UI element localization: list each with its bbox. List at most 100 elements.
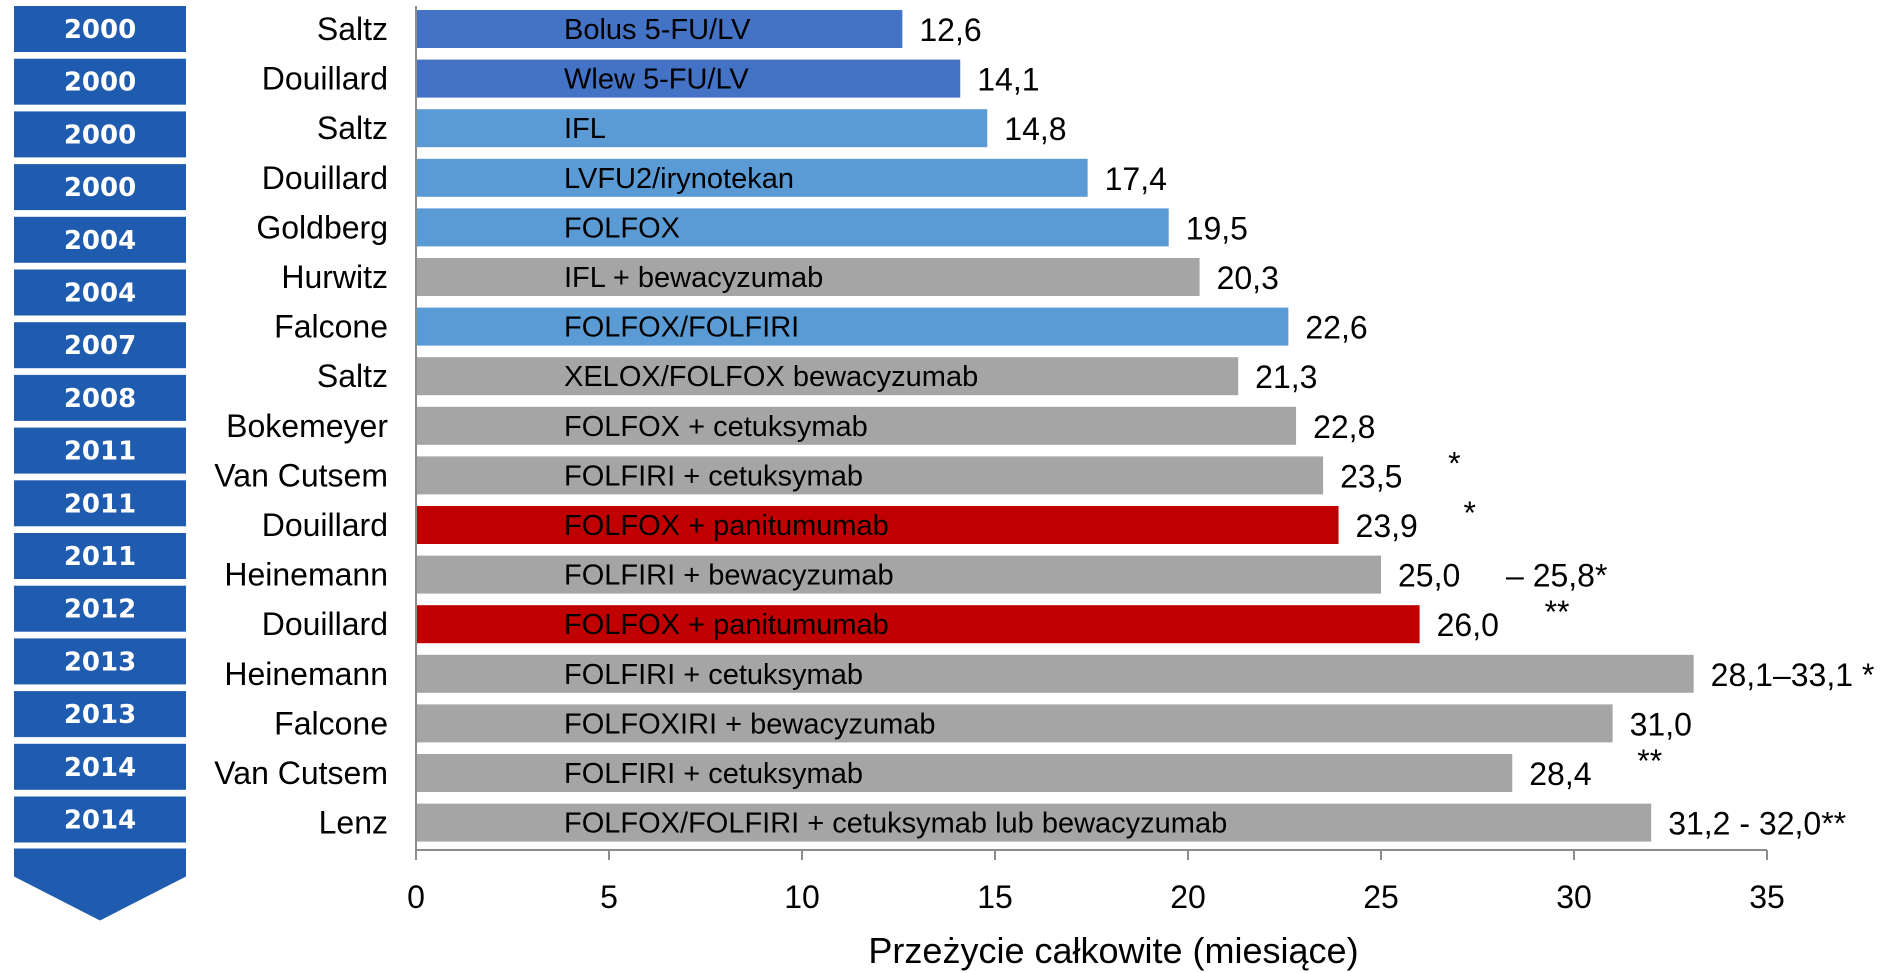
bar-row: FOLFOX + panitumumab [416,605,1420,644]
timeline-year: 2000 [14,111,186,158]
timeline-year-box [14,111,186,158]
timeline-year: 2008 [14,374,186,421]
author-label: Goldberg [256,209,388,245]
value-label: 28,1–33,1 * [1711,657,1875,693]
x-tick-label: 35 [1749,879,1785,915]
timeline-year: 2000 [14,58,186,105]
regimen-label: FOLFOX/FOLFIRI + cetuksymab lub bewacyzu… [564,808,1227,840]
bar-row: Bolus 5-FU/LV [416,10,903,48]
value-note: ** [1637,743,1662,779]
bar-row: FOLFIRI + cetuksymab [416,456,1324,495]
bar-row: FOLFOX/FOLFIRI + cetuksymab lub bewacyzu… [416,803,1652,842]
author-label: Saltz [317,11,388,47]
timeline-year-label: 2000 [64,173,136,203]
timeline-year-label: 2007 [64,331,136,361]
x-axis-ticks: 0 5 10 15 20 25 30 35 [407,850,1785,915]
timeline-year-label: 2004 [64,226,136,256]
regimen-label: Bolus 5-FU/LV [564,14,751,46]
bar [416,605,1420,644]
timeline: 2000 2000 2000 2000 2004 2004 2007 2008 2011 2011… [14,6,186,921]
timeline-year-box [14,374,186,421]
timeline-year-box [14,480,186,527]
author-label: Hurwitz [281,259,388,295]
value-label: 14,1 [977,62,1039,98]
bar [416,357,1239,396]
timeline-year: 2000 [14,6,186,52]
timeline-year-box [14,585,186,632]
value-label: 25,0 [1398,558,1460,594]
timeline-year: 2012 [14,585,186,632]
timeline-year: 2014 [14,796,186,843]
value-note: * [1464,495,1476,531]
bar [416,754,1513,792]
bar [416,654,1694,693]
timeline-year-box [14,638,186,685]
regimen-label: FOLFIRI + bewacyzumab [564,560,894,592]
timeline-year: 2007 [14,322,186,369]
bar [416,704,1613,743]
x-tick-label: 0 [407,879,425,915]
timeline-year-box [14,58,186,105]
x-tick-label: 10 [784,879,820,915]
x-tick-label: 25 [1363,879,1399,915]
regimen-label: IFL [564,113,606,145]
timeline-year-box [14,269,186,316]
regimen-label: FOLFOX/FOLFIRI [564,312,799,344]
bar-row: IFL + bewacyzumab [416,258,1200,296]
value-note: ** [1545,594,1570,630]
timeline-year-label: 2013 [64,647,136,677]
timeline-year-label: 2000 [64,68,136,98]
bar [416,307,1289,346]
author-label: Saltz [317,358,388,394]
timeline-year: 2004 [14,269,186,316]
timeline-year-box [14,322,186,369]
x-axis-title: Przeżycie całkowite (miesiące) [868,930,1358,971]
bar [416,258,1200,296]
timeline-year-label: 2012 [64,595,136,625]
bar-row: FOLFOX + panitumumab [416,506,1339,544]
value-label: 26,0 [1437,607,1499,643]
value-label: 17,4 [1105,161,1167,197]
value-label: 14,8 [1004,111,1066,147]
regimen-label: FOLFOX + panitumumab [564,510,889,542]
bar [416,456,1324,495]
timeline-year-box [14,796,186,843]
timeline-year: 2011 [14,533,186,579]
regimen-label: IFL + bewacyzumab [564,262,823,294]
author-label: Heinemann [224,557,388,593]
timeline-year-box [14,533,186,579]
bar-row: FOLFIRI + bewacyzumab [416,555,1381,594]
bar-row: IFL [416,109,988,148]
value-label: 19,5 [1186,210,1248,246]
author-label: Douillard [262,160,388,196]
regimen-label: FOLFOXIRI + bewacyzumab [564,708,936,740]
regimen-label: FOLFIRI + cetuksymab [564,659,863,691]
bar-row: XELOX/FOLFOX bewacyzumab [416,357,1239,396]
timeline-year-label: 2014 [64,806,136,836]
regimen-label: XELOX/FOLFOX bewacyzumab [564,361,978,393]
author-label: Falcone [274,309,388,345]
regimen-label: FOLFOX [564,212,680,244]
value-label: 23,9 [1356,508,1418,544]
timeline-year-box [14,6,186,52]
author-label: Van Cutsem [214,755,388,791]
value-label: 21,3 [1255,359,1317,395]
author-label: Falcone [274,705,388,741]
timeline-year: 2013 [14,638,186,685]
value-label: 22,6 [1305,310,1367,346]
value-label: 23,5 [1340,458,1402,494]
bar [416,158,1088,197]
timeline-arrow [14,848,186,921]
regimen-label: FOLFIRI + cetuksymab [564,758,863,790]
timeline-year-box [14,691,186,738]
bar [416,406,1297,445]
timeline-year-box [14,164,186,211]
bar-row: FOLFOX/FOLFIRI [416,307,1289,346]
regimen-label: FOLFIRI + cetuksymab [564,460,863,492]
value-label: 31,0 [1630,706,1692,742]
timeline-year-label: 2011 [64,437,136,467]
bar-row: FOLFOX + cetuksymab [416,406,1297,445]
bar-row: LVFU2/irynotekan [416,158,1088,197]
timeline-year-label: 2000 [64,120,136,150]
value-label: 12,6 [919,12,981,48]
